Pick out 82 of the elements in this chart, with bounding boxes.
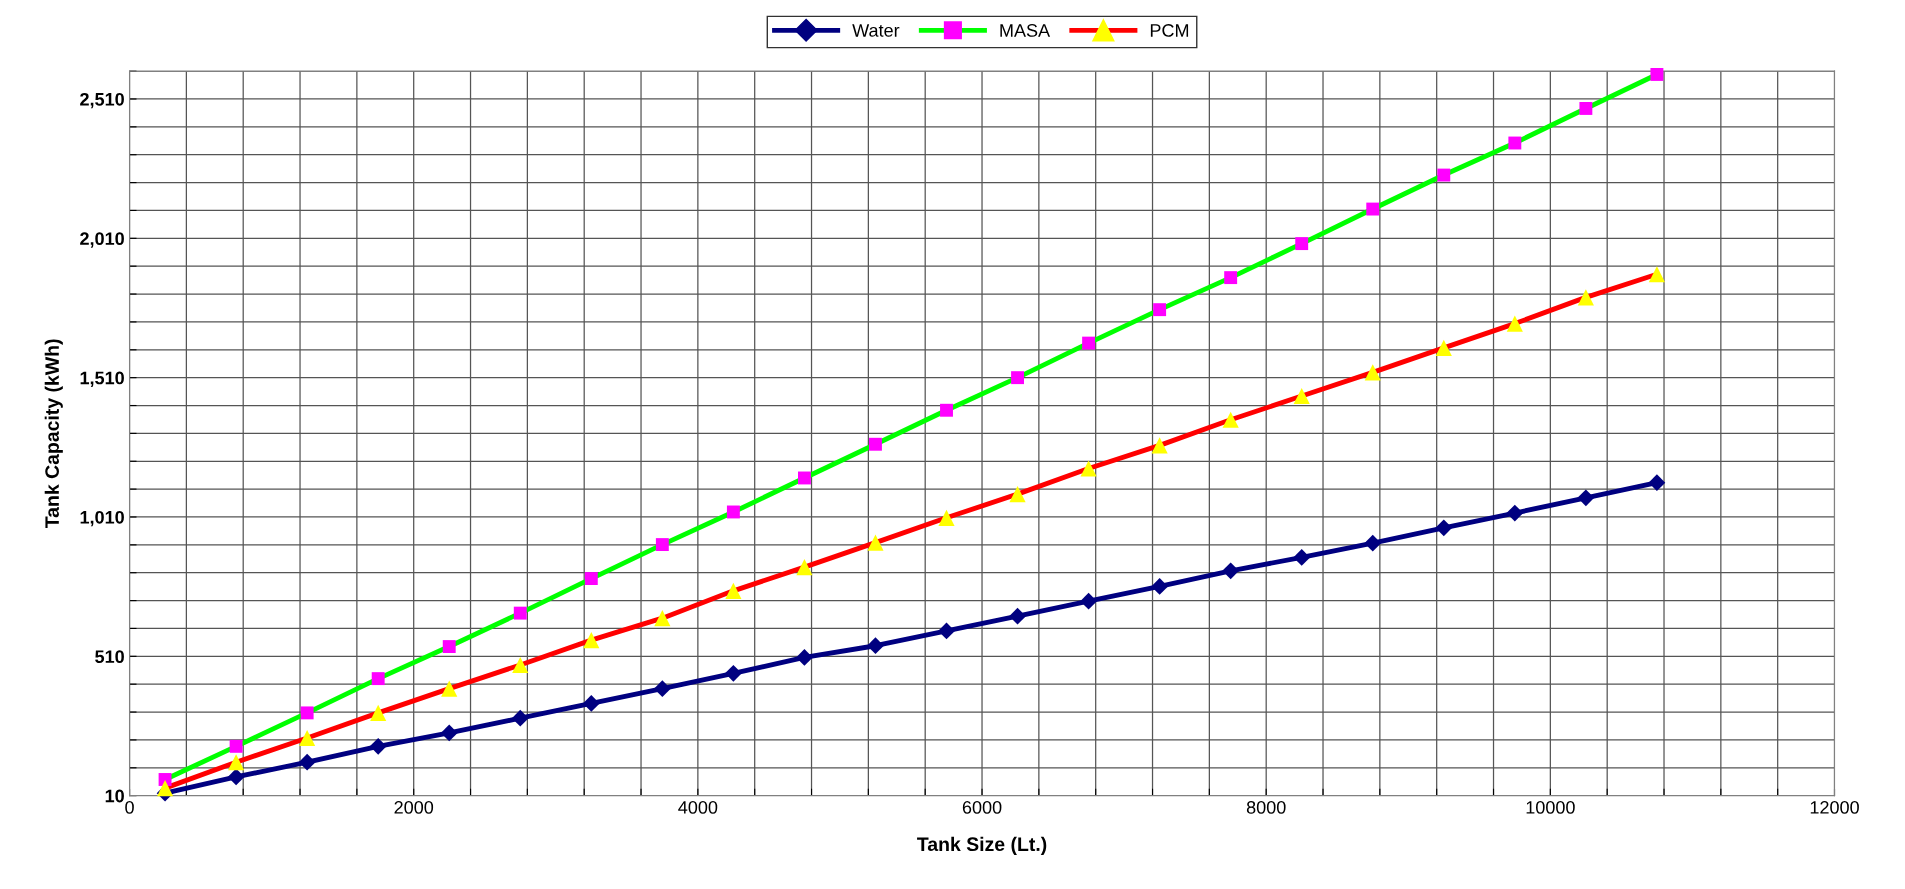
point (1577, 489, 1595, 507)
point (298, 753, 316, 771)
point (1295, 237, 1309, 251)
point (1153, 303, 1167, 317)
point (1435, 519, 1453, 537)
y-tick-label: 2,010 (80, 232, 124, 248)
point (300, 706, 314, 720)
point (511, 709, 529, 727)
legend-label: PCM (1150, 24, 1189, 37)
point (867, 637, 884, 655)
point (653, 680, 671, 698)
point (512, 656, 529, 674)
x-tick-label: 0 (125, 800, 134, 814)
x-tick-label: 12000 (1810, 800, 1859, 814)
point (227, 768, 245, 786)
point (1082, 336, 1096, 350)
point (796, 649, 813, 666)
point (299, 729, 316, 747)
point (1366, 202, 1380, 216)
point (440, 724, 458, 742)
point (869, 437, 882, 451)
point (583, 632, 600, 649)
point (1579, 102, 1593, 115)
point (938, 509, 955, 526)
point (1437, 168, 1451, 182)
point (1364, 534, 1382, 552)
point (1293, 387, 1310, 405)
x-tick-label: 2000 (394, 800, 434, 814)
y-tick-label: 510 (95, 650, 124, 664)
x-tick-label: 4000 (678, 800, 718, 814)
point (1009, 486, 1026, 503)
point (371, 672, 385, 686)
point (940, 403, 953, 417)
point (1650, 68, 1664, 81)
point (1224, 271, 1238, 285)
x-tick-label: 8000 (1246, 800, 1286, 814)
point (1648, 474, 1666, 492)
point (1222, 562, 1240, 580)
point (867, 534, 884, 551)
point (1011, 371, 1024, 385)
point (654, 610, 671, 627)
point (938, 622, 955, 640)
x-axis-title: Tank Size (Lt.) (917, 836, 1047, 855)
point (441, 680, 458, 697)
point (1577, 289, 1594, 306)
y-tick-label: 2,510 (80, 92, 124, 109)
point (797, 471, 811, 485)
point (513, 606, 527, 620)
point (655, 538, 669, 552)
point (228, 754, 245, 771)
legend-label: Water (852, 24, 900, 37)
point (584, 572, 598, 586)
point (1222, 411, 1239, 428)
point (370, 704, 387, 721)
x-tick-label: 10000 (1526, 800, 1575, 814)
point (1506, 504, 1524, 522)
point (229, 739, 243, 753)
point (1648, 266, 1665, 283)
y-tick-label: 1,510 (80, 371, 124, 387)
point (725, 664, 742, 682)
y-tick-label: 10 (105, 789, 124, 803)
point (1151, 578, 1168, 595)
point (582, 695, 600, 712)
point (1293, 549, 1311, 566)
point (1080, 592, 1097, 610)
point (726, 505, 740, 519)
point (442, 640, 456, 654)
point (1151, 437, 1168, 454)
point (725, 582, 742, 599)
point (1009, 607, 1026, 625)
point (1506, 315, 1523, 332)
point (369, 737, 387, 755)
point (1080, 460, 1097, 477)
point (1508, 136, 1522, 150)
point (1364, 364, 1381, 381)
y-axis-title: Tank Capacity (kWh) (44, 339, 63, 529)
point (1435, 339, 1452, 356)
point (156, 780, 174, 797)
y-tick-label: 1,010 (80, 510, 124, 527)
x-tick-label: 6000 (962, 800, 1002, 814)
legend-label: MASA (1000, 24, 1051, 37)
point (796, 559, 813, 576)
